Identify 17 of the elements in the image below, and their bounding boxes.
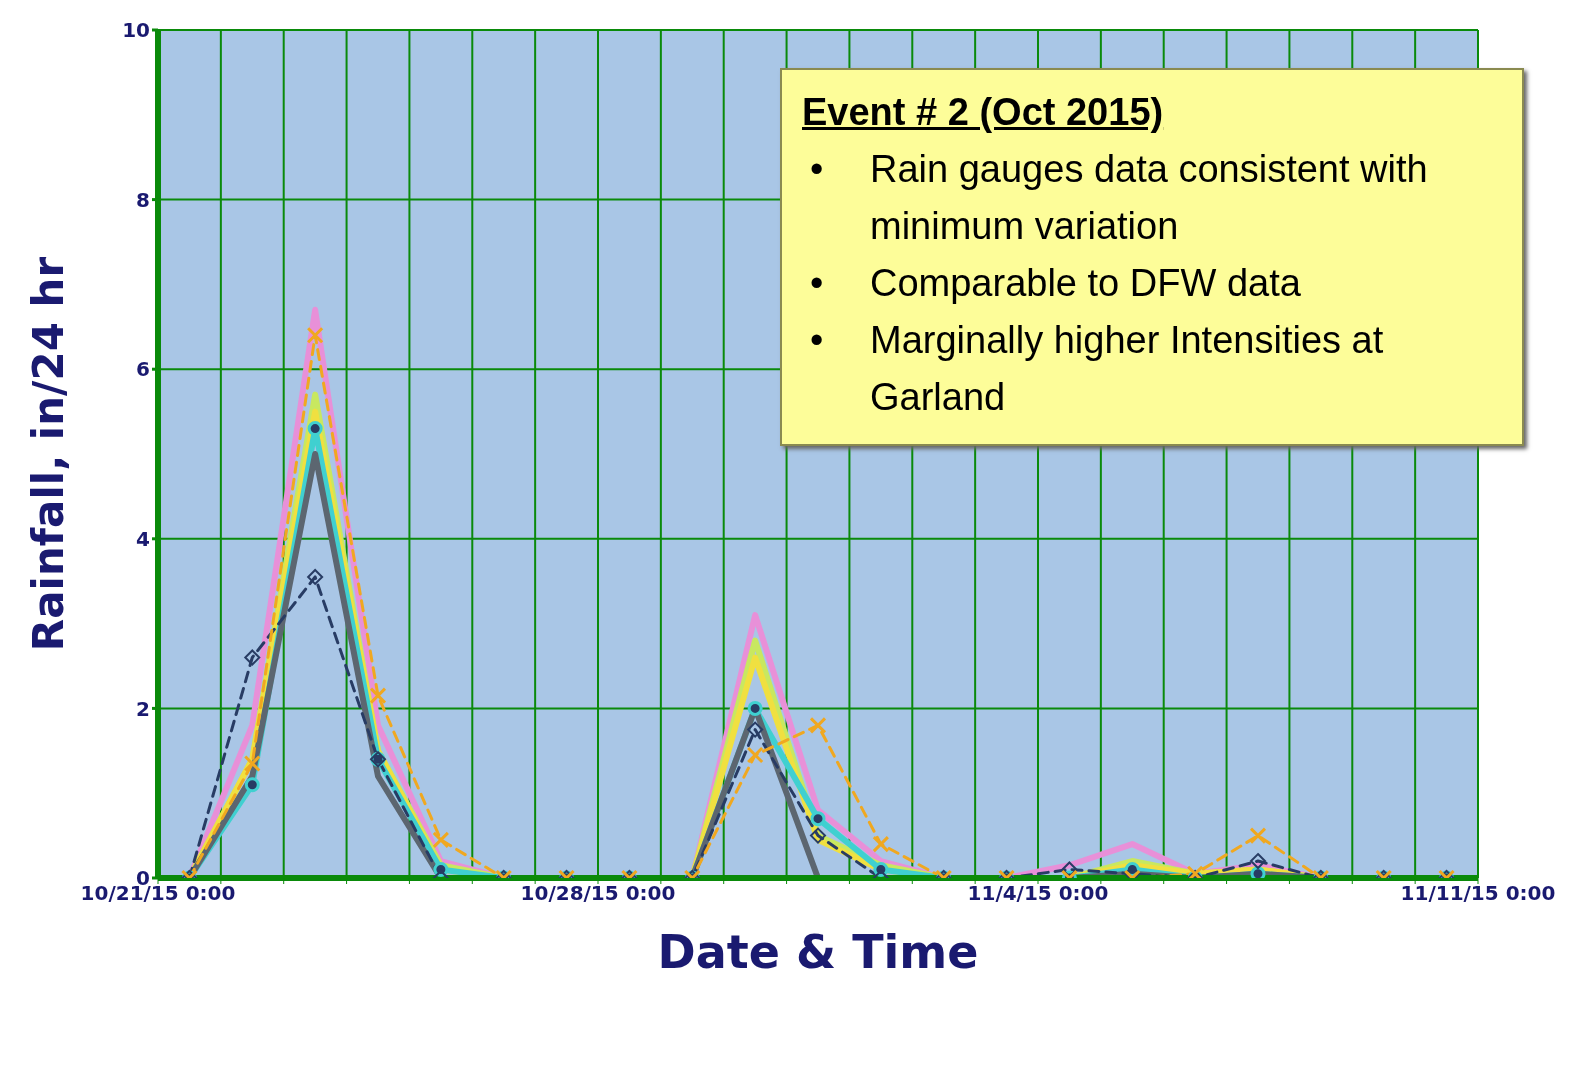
annotation: Rain gauges data consistent with minimum variation: [870, 147, 1429, 249]
annotation: Marginally higher Intensities at Garland: [870, 318, 1385, 420]
x-axis-title: Date & Time: [657, 925, 979, 979]
x-tick-label: 10/28/15 0:00: [520, 881, 676, 906]
x-tick-label: 11/4/15 0:00: [967, 881, 1109, 906]
y-axis-title: Rainfall, in/24 hr: [23, 256, 73, 652]
annotation: •: [810, 318, 825, 363]
annotation: •: [810, 261, 825, 306]
y-tick-label: 10: [122, 18, 150, 43]
x-tick-label: 11/11/15 0:00: [1400, 881, 1556, 906]
y-tick-label: 8: [136, 187, 150, 212]
y-tick-label: 4: [136, 526, 150, 551]
y-tick-label: 6: [136, 357, 150, 382]
y-tick-label: 2: [136, 696, 150, 721]
annotation: Comparable to DFW data: [870, 261, 1302, 306]
annotation: •: [810, 147, 825, 192]
annotation: Event # 2 (Oct 2015): [802, 90, 1165, 135]
